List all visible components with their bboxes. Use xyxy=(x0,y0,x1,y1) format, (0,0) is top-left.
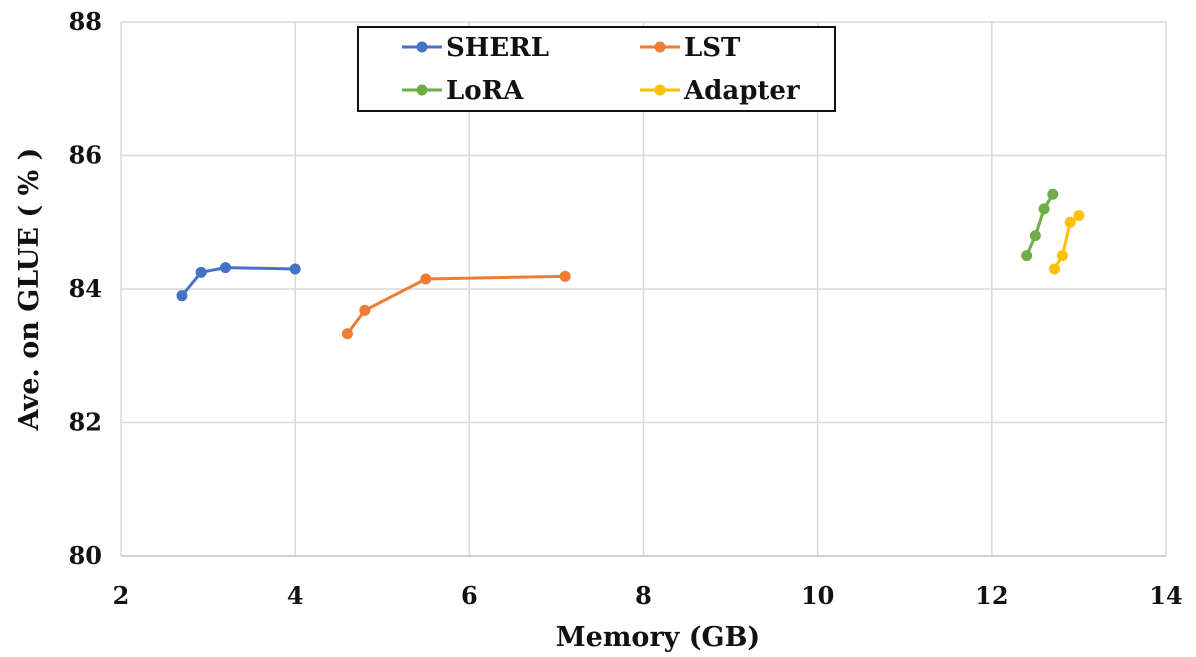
adapter-point xyxy=(1065,217,1076,228)
legend-swatch-marker xyxy=(417,85,428,96)
y-tick-label: 80 xyxy=(69,541,102,570)
adapter-point xyxy=(1057,250,1068,261)
lora-point xyxy=(1021,250,1032,261)
legend-label: LoRA xyxy=(446,76,524,106)
legend-swatch-marker xyxy=(655,42,666,53)
y-tick-label: 84 xyxy=(69,274,102,303)
x-tick-label: 4 xyxy=(287,581,304,610)
legend: SHERL LST LoRA Adapter xyxy=(358,27,835,111)
sherl-point xyxy=(220,262,231,273)
lora-point xyxy=(1039,203,1050,214)
lst-point xyxy=(420,273,431,284)
series-layer xyxy=(176,189,1084,340)
lora-point xyxy=(1047,189,1058,200)
sherl-point xyxy=(290,263,301,274)
lst-point xyxy=(342,328,353,339)
x-axis-title: Memory (GB) xyxy=(556,622,760,653)
y-axis-title: Ave. on GLUE ( % ) xyxy=(14,148,45,432)
lora-line xyxy=(1027,194,1053,255)
x-tick-label: 2 xyxy=(113,581,130,610)
x-tick-label: 6 xyxy=(461,581,478,610)
adapter-point xyxy=(1049,263,1060,274)
x-tick-label: 8 xyxy=(635,581,652,610)
y-tick-label: 82 xyxy=(69,408,102,437)
legend-swatch-marker xyxy=(655,85,666,96)
sherl-point xyxy=(196,267,207,278)
adapter-point xyxy=(1073,210,1084,221)
y-tick-label: 86 xyxy=(69,141,102,170)
x-tick-label: 10 xyxy=(801,581,834,610)
legend-swatch-marker xyxy=(417,42,428,53)
series-lst xyxy=(342,271,571,339)
legend-label: Adapter xyxy=(683,76,800,106)
lst-point xyxy=(359,305,370,316)
lst-line xyxy=(347,276,565,333)
legend-label: SHERL xyxy=(446,33,549,63)
legend-label: LST xyxy=(684,33,741,63)
series-lora xyxy=(1021,189,1058,261)
lst-point xyxy=(560,271,571,282)
lora-point xyxy=(1030,230,1041,241)
x-tick-label: 12 xyxy=(975,581,1008,610)
series-sherl xyxy=(176,262,300,301)
x-tick-label: 14 xyxy=(1149,581,1182,610)
y-tick-label: 88 xyxy=(69,7,102,36)
series-adapter xyxy=(1049,210,1084,274)
sherl-point xyxy=(176,290,187,301)
